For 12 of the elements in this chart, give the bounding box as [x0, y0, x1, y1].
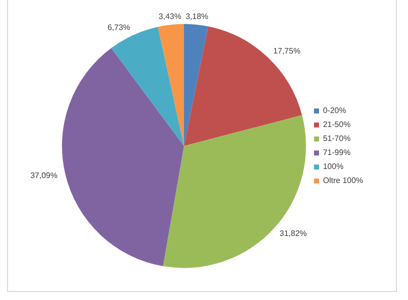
data-label: 6,73%: [107, 22, 130, 32]
legend-label: 100%: [322, 162, 344, 172]
legend-label: 21-50%: [322, 120, 351, 130]
data-label: 31,82%: [280, 229, 307, 238]
data-label: 3,43%: [158, 12, 182, 21]
legend-label: Oltre 100%: [322, 176, 364, 186]
data-label: 37,09%: [30, 171, 58, 180]
legend-label: 0-20%: [322, 106, 346, 116]
data-label: 3,18%: [186, 12, 208, 21]
legend-label: 51-70%: [322, 134, 351, 144]
data-label: 17,75%: [273, 46, 300, 56]
legend-label: 71-99%: [322, 148, 351, 158]
